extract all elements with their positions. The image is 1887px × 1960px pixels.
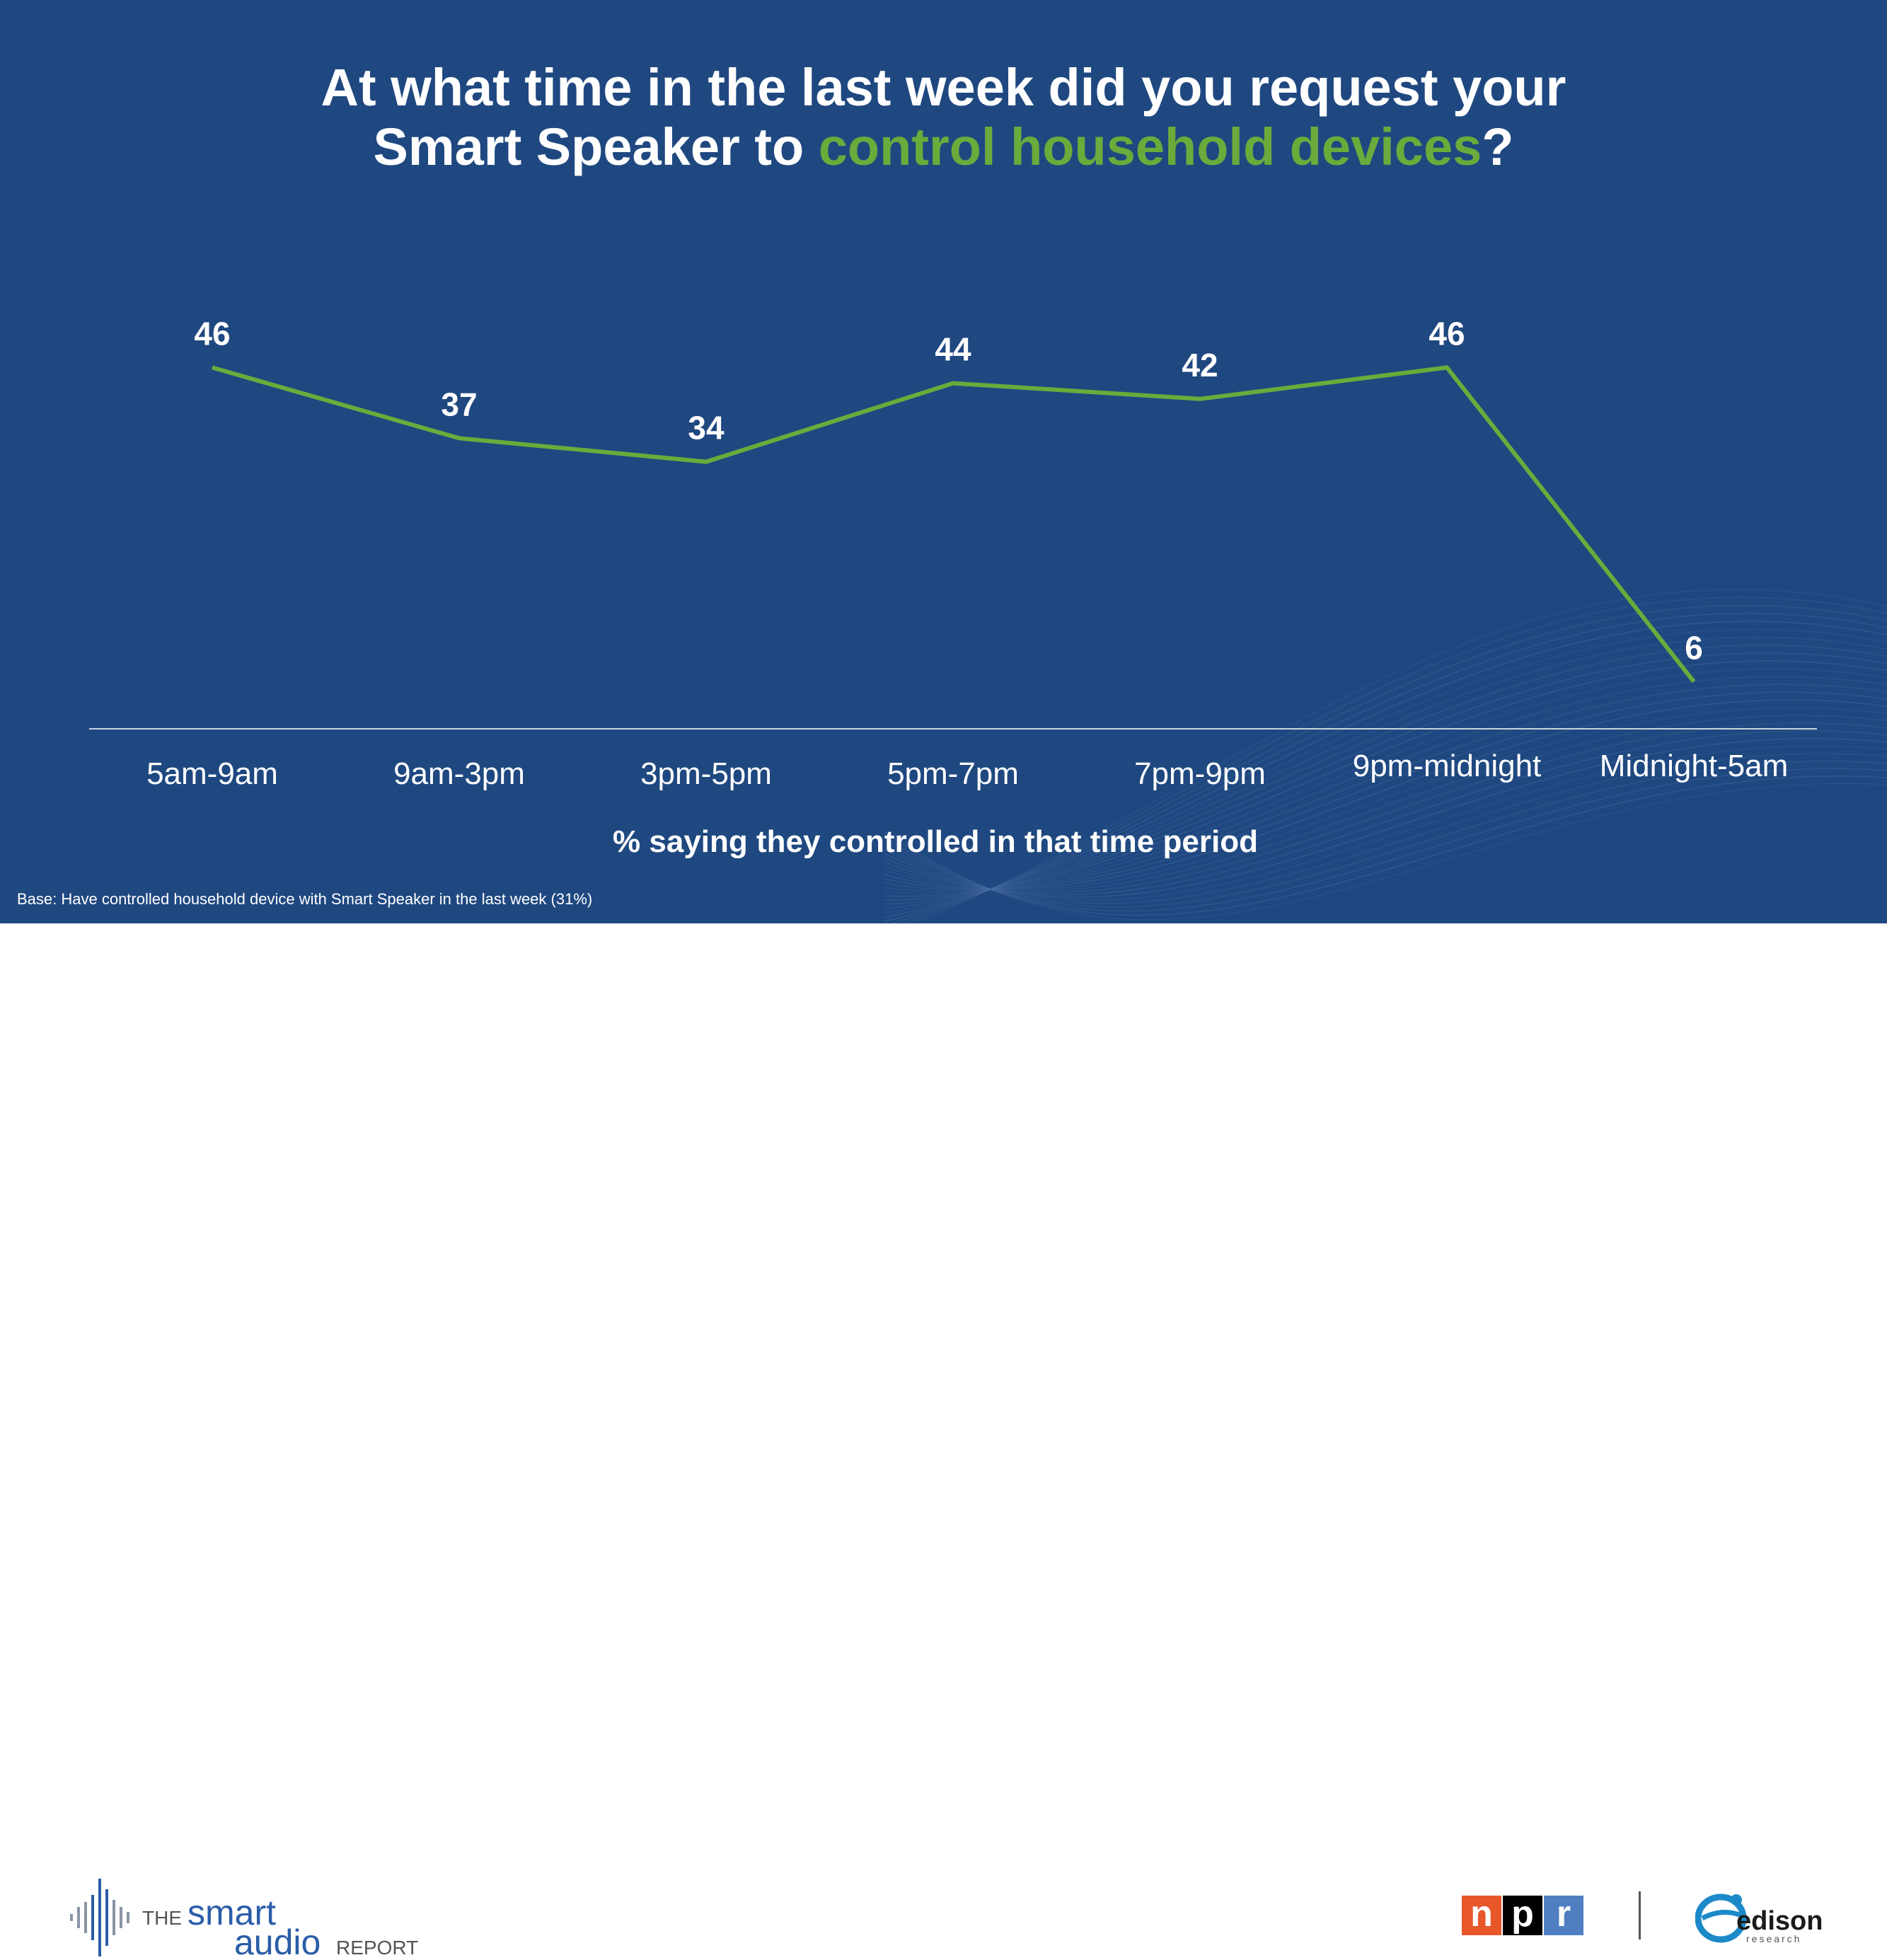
wave-line [884, 636, 1887, 909]
wave-line [884, 761, 1887, 908]
data-label: 34 [688, 410, 725, 446]
sound-wave-icon [70, 1879, 129, 1956]
wave-line [884, 652, 1887, 901]
wave-line [884, 645, 1887, 905]
wave-line [884, 676, 1887, 892]
data-label-group: 46 37 34 44 42 46 6 [194, 315, 1702, 666]
edison-sub: research [1746, 1933, 1801, 1944]
title-highlight: control household devices [818, 117, 1482, 176]
title-line-1: At what time in the last week did you re… [321, 58, 1566, 117]
title-line-2: Smart Speaker to control household devic… [0, 117, 1887, 177]
x-tick-label: 9pm-midnight [1353, 749, 1542, 783]
x-tick-label: 3pm-5pm [640, 756, 772, 791]
chart-title: At what time in the last week did you re… [0, 58, 1887, 177]
x-tick-label: 5am-9am [146, 756, 278, 791]
x-tick-label: 7pm-9pm [1134, 756, 1266, 791]
footer: THE smart audio REPORT n p r edison rese… [0, 923, 1887, 1960]
npr-letter-p: p [1503, 1896, 1542, 1935]
footer-divider [1639, 1891, 1641, 1939]
wave-line [884, 668, 1887, 894]
data-label: 44 [935, 331, 971, 368]
title-line-2-suffix: ? [1482, 117, 1514, 176]
wave-line [884, 684, 1887, 891]
wave-line [884, 628, 1887, 913]
sar-audio: audio [234, 1922, 321, 1960]
smart-audio-report-logo: THE smart audio REPORT [70, 1879, 418, 1960]
sar-report: REPORT [336, 1937, 418, 1959]
data-label: 46 [194, 315, 230, 352]
decorative-waves [884, 589, 1887, 923]
wave-line [884, 737, 1887, 898]
wave-line [884, 691, 1887, 890]
title-line-2-prefix: Smart Speaker to [373, 117, 819, 176]
x-tick-label: Midnight-5am [1600, 749, 1789, 783]
wave-line [884, 621, 1887, 918]
edison-research-logo: edison research [1695, 1893, 1823, 1944]
data-label: 6 [1685, 629, 1703, 666]
data-label: 46 [1429, 315, 1465, 352]
wave-line [884, 707, 1887, 891]
data-label: 37 [441, 386, 477, 422]
x-axis-title: % saying they controlled in that time pe… [613, 824, 1258, 859]
wave-line [884, 722, 1887, 894]
sar-the: THE [142, 1907, 182, 1929]
wave-line [884, 768, 1887, 912]
slide-background: At what time in the last week did you re… [0, 0, 1887, 923]
wave-line [884, 715, 1887, 892]
wave-line [884, 613, 1887, 922]
data-label: 42 [1182, 347, 1218, 384]
npr-logo: n p r [1462, 1896, 1583, 1935]
series-line [212, 365, 1696, 684]
wave-line [884, 776, 1887, 916]
wave-line [884, 699, 1887, 890]
x-tick-label: 5pm-7pm [887, 756, 1019, 791]
x-tick-label: 9am-3pm [393, 756, 525, 791]
edison-name: edison [1736, 1906, 1823, 1936]
wave-line [884, 745, 1887, 901]
wave-line [884, 783, 1887, 921]
npr-letter-r: r [1544, 1896, 1583, 1935]
wave-line [902, 596, 1887, 923]
line-chart: 46 37 34 44 42 46 6 5am-9am 9am-3pm 3pm-5pm 5pm-7… [89, 315, 1817, 859]
wave-line [889, 604, 1887, 923]
wave-line [884, 660, 1887, 897]
wave-line [884, 753, 1887, 904]
series-group [212, 365, 1696, 684]
base-note: Base: Have controlled household device w… [17, 890, 593, 908]
npr-letter-n: n [1462, 1896, 1501, 1935]
x-tick-group: 5am-9am 9am-3pm 3pm-5pm 5pm-7pm 7pm-9pm 9pm-m… [146, 749, 1788, 791]
wave-line [884, 730, 1887, 896]
wave-line [911, 589, 1887, 923]
